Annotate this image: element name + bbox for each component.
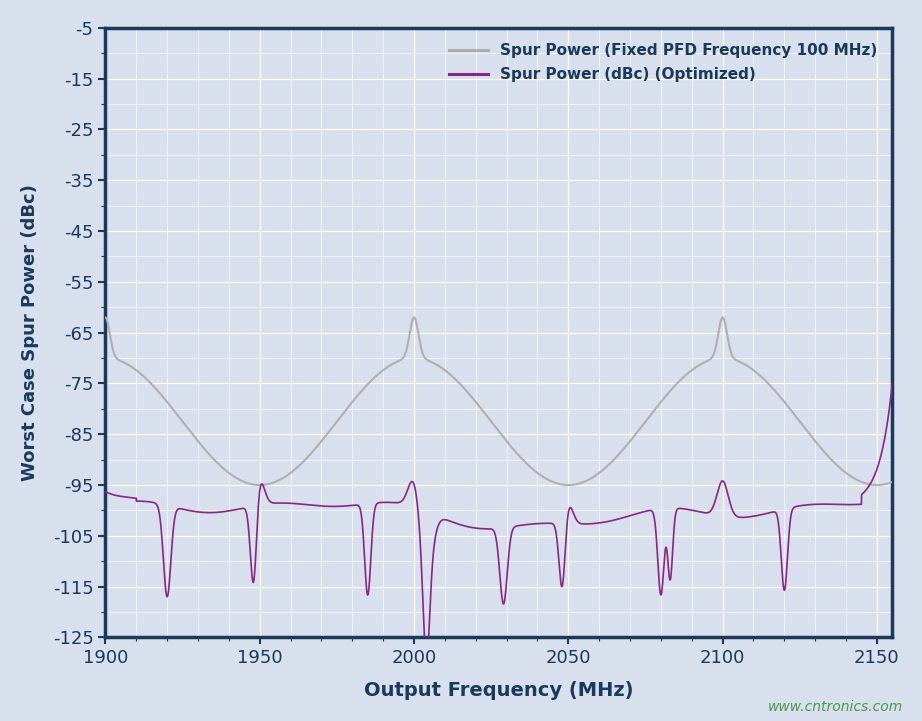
Text: www.cntronics.com: www.cntronics.com — [768, 700, 904, 714]
Legend: Spur Power (Fixed PFD Frequency 100 MHz), Spur Power (dBc) (Optimized): Spur Power (Fixed PFD Frequency 100 MHz)… — [442, 35, 885, 90]
X-axis label: Output Frequency (MHz): Output Frequency (MHz) — [364, 681, 633, 700]
Y-axis label: Worst Case Spur Power (dBc): Worst Case Spur Power (dBc) — [21, 184, 39, 481]
